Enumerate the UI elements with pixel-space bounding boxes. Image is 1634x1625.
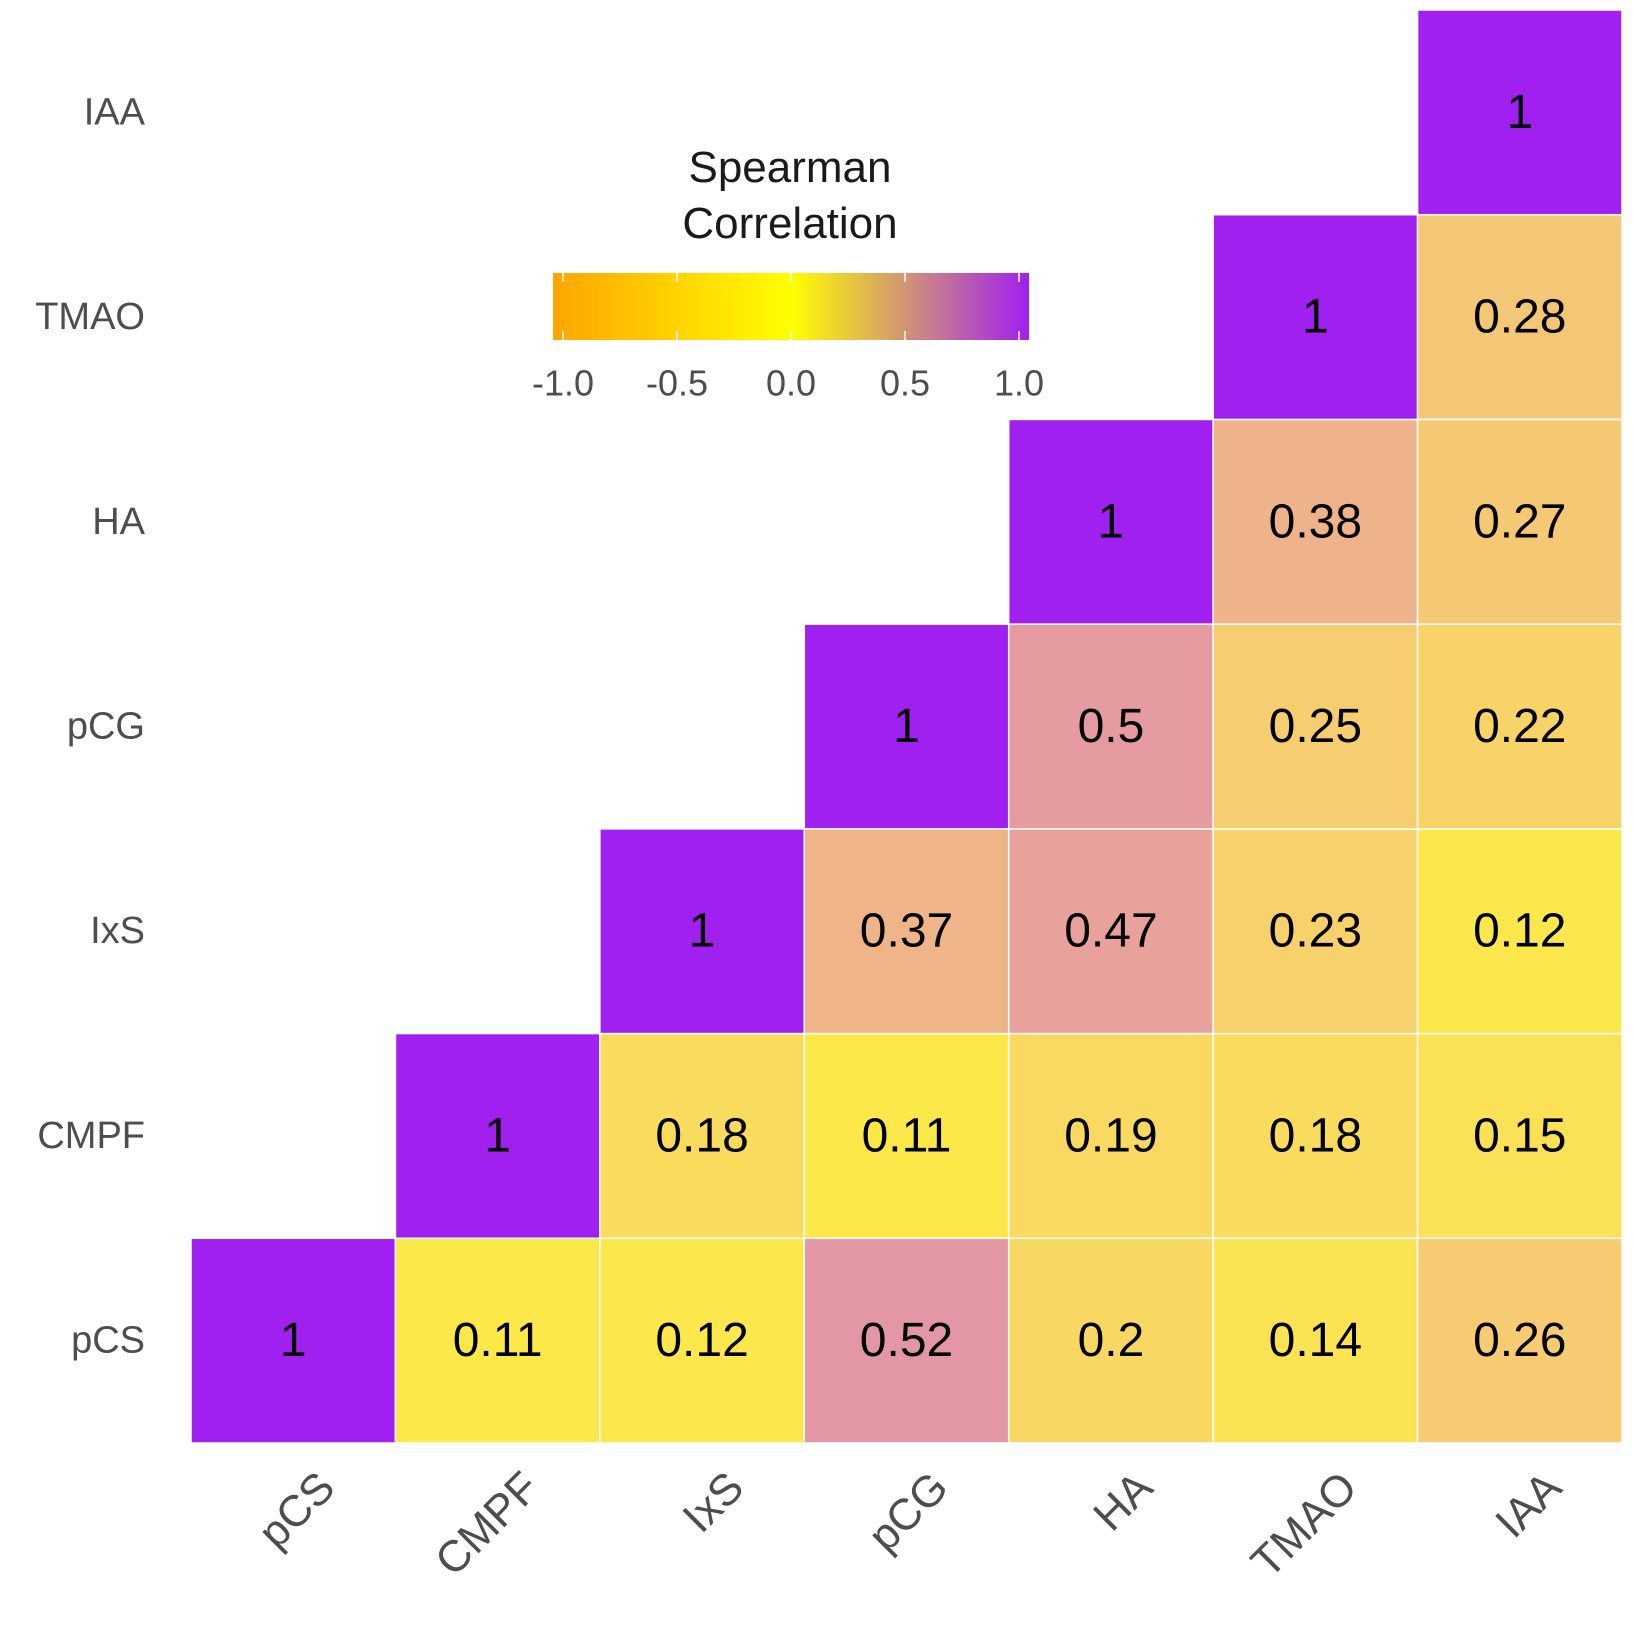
y-tick-label-HA: HA	[92, 501, 145, 543]
heatmap-cell-pCS-pCS	[190, 1237, 397, 1444]
cell-value-label: 1	[484, 1109, 511, 1162]
heatmap-cell-IAA-IAA	[1416, 9, 1623, 216]
y-tick-label-pCG: pCG	[67, 706, 145, 748]
heatmap-cell-IxS-IAA	[1416, 828, 1623, 1035]
cell-value-label: 0.22	[1473, 700, 1566, 753]
cell-value-label: 0.27	[1473, 495, 1566, 548]
x-tick-label-TMAO: TMAO	[1242, 1462, 1367, 1587]
x-tick-label-pCS: pCS	[249, 1462, 344, 1557]
heatmap-cell-pCS-IAA	[1416, 1237, 1623, 1444]
heatmap-cell-pCS-CMPF	[394, 1237, 601, 1444]
cell-value-label: 0.12	[1473, 905, 1566, 958]
legend-title-line-1: Spearman	[688, 143, 891, 192]
cell-value-label: 0.25	[1269, 700, 1362, 753]
heatmap-cell-HA-IAA	[1416, 418, 1623, 625]
heatmap-cell-CMPF-IAA	[1416, 1032, 1623, 1240]
cell-value-label: 0.2	[1078, 1314, 1145, 1367]
heatmap-cell-CMPF-IxS	[599, 1032, 806, 1240]
legend: Spearman Correlation -1.0 -0.5 0.0 0.5 1.0	[532, 143, 1044, 404]
cell-value-label: 0.47	[1064, 905, 1157, 958]
y-tick-label-IxS: IxS	[90, 910, 145, 952]
legend-tick-label: 0.5	[880, 363, 930, 404]
heatmap-cell-pCG-pCG	[803, 623, 1010, 830]
cell-value-label: 1	[1302, 291, 1329, 344]
heatmap-cell-IxS-HA	[1007, 828, 1214, 1035]
heatmap-cell-pCG-TMAO	[1212, 623, 1419, 830]
cell-value-label: 1	[893, 700, 920, 753]
heatmap-cell-CMPF-TMAO	[1212, 1032, 1419, 1240]
cell-value-label: 0.38	[1269, 495, 1362, 548]
legend-tick-label: 1.0	[994, 363, 1044, 404]
cell-value-label: 0.11	[862, 1109, 952, 1162]
legend-tick-label: -0.5	[646, 363, 708, 404]
heatmap-cell-HA-HA	[1007, 418, 1214, 625]
heatmap-cell-CMPF-pCG	[803, 1032, 1010, 1240]
y-tick-label-CMPF: CMPF	[37, 1115, 145, 1157]
cell-value-label: 0.28	[1473, 291, 1566, 344]
heatmap-cells	[190, 9, 1623, 1444]
heatmap-cell-IxS-pCG	[803, 828, 1010, 1035]
x-tick-label-pCG: pCG	[859, 1462, 958, 1561]
cell-value-label: 0.37	[860, 905, 953, 958]
x-tick-label-HA: HA	[1084, 1462, 1162, 1540]
cell-value-label: 0.18	[1269, 1109, 1362, 1162]
y-tick-label-IAA: IAA	[84, 91, 146, 133]
cell-value-label: 0.26	[1473, 1314, 1566, 1367]
heatmap-cell-CMPF-CMPF	[394, 1032, 601, 1240]
cell-value-label: 1	[280, 1314, 307, 1367]
heatmap-cell-pCS-pCG	[803, 1237, 1010, 1444]
cell-value-label: 1	[1098, 495, 1125, 548]
cell-value-label: 0.19	[1064, 1109, 1157, 1162]
cell-value-label: 0.11	[453, 1314, 543, 1367]
cell-value-label: 0.52	[860, 1314, 953, 1367]
y-tick-label-TMAO: TMAO	[35, 296, 145, 338]
cell-value-label: 0.5	[1078, 700, 1145, 753]
y-axis: pCS CMPF IxS pCG HA TMAO IAA	[35, 91, 145, 1361]
x-axis: pCS CMPF IxS pCG HA TMAO IAA	[249, 1462, 1571, 1587]
x-tick-label-IAA: IAA	[1486, 1462, 1571, 1547]
legend-tick-label: 0.0	[766, 363, 816, 404]
heatmap-cell-pCS-TMAO	[1212, 1237, 1419, 1444]
cell-value-label: 0.23	[1269, 905, 1362, 958]
heatmap-cell-TMAO-IAA	[1416, 213, 1623, 421]
cell-value-label: 0.18	[655, 1109, 748, 1162]
cell-value-label: 1	[689, 905, 716, 958]
heatmap-cell-labels: 1 0.11 0.12 0.52 0.2 0.14 0.26 1 0.18 0.11 0.19 0.1…	[280, 86, 1567, 1367]
legend-ticks: -1.0 -0.5 0.0 0.5 1.0	[532, 273, 1044, 404]
cell-value-label: 0.15	[1473, 1109, 1566, 1162]
heatmap-cell-IxS-IxS	[599, 828, 806, 1035]
legend-color-bar	[553, 273, 1029, 340]
heatmap-cell-pCG-HA	[1007, 623, 1214, 830]
heatmap-cell-pCS-HA	[1007, 1237, 1214, 1444]
x-tick-label-CMPF: CMPF	[426, 1462, 549, 1585]
x-tick-label-IxS: IxS	[674, 1462, 754, 1542]
y-tick-label-pCS: pCS	[71, 1320, 145, 1362]
cell-value-label: 1	[1506, 86, 1533, 139]
heatmap-cell-IxS-TMAO	[1212, 828, 1419, 1035]
legend-title-line-2: Correlation	[682, 199, 897, 248]
cell-value-label: 0.14	[1269, 1314, 1362, 1367]
legend-tick-label: -1.0	[532, 363, 594, 404]
cell-value-label: 0.12	[655, 1314, 748, 1367]
